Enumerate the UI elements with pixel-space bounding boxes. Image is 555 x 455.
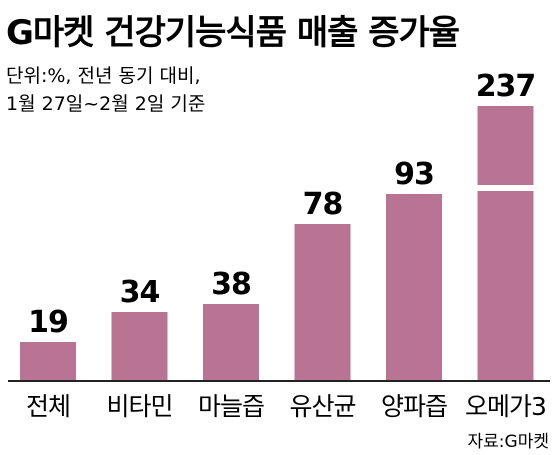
value-label-3: 38 [211, 267, 251, 302]
value-label-5: 93 [394, 157, 434, 192]
category-label-1: 전체 [26, 392, 70, 421]
category-label-6: 오메가3 [465, 392, 546, 421]
chart-title: G마켓 건강기능식품 매출 증가율 [6, 13, 460, 53]
category-labels-group: 전체 비타민 마늘즙 유산균 양파즙 오메가3 [26, 392, 547, 421]
value-labels-group: 19 34 38 78 93 237 [28, 69, 536, 340]
bar-6 [477, 106, 534, 380]
bar-1 [20, 342, 76, 380]
category-label-3: 마늘즙 [198, 392, 264, 421]
bar-4 [294, 224, 351, 380]
value-label-1: 19 [28, 305, 68, 340]
axis-break-gap [476, 185, 535, 191]
chart-subtitle-line-2: 1월 27일~2월 2일 기준 [6, 93, 205, 115]
category-label-5: 양파즙 [381, 392, 447, 421]
bars-group [20, 106, 535, 380]
value-label-4: 78 [303, 187, 343, 222]
chart-subtitle-line-1: 단위:%, 전년 동기 대비, [6, 65, 201, 87]
category-label-4: 유산균 [289, 392, 355, 421]
source-note: 자료:G마켓 [468, 432, 549, 452]
category-label-2: 비타민 [106, 392, 172, 421]
bar-5 [386, 194, 442, 380]
value-label-6: 237 [476, 69, 536, 104]
bar-2 [111, 312, 168, 380]
bar-3 [203, 304, 259, 380]
value-label-2: 34 [120, 275, 160, 310]
